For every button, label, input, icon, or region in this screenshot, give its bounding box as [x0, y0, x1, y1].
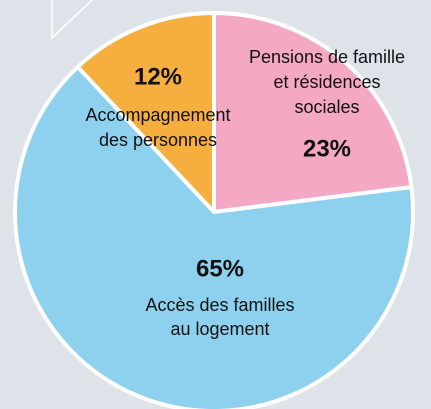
slice-label: Accompagnement [85, 105, 230, 125]
slice-label: sociales [294, 97, 359, 117]
pie-slice [13, 64, 415, 409]
pie-slice [75, 11, 216, 214]
pie-slice [212, 11, 414, 214]
slice-label: au logement [170, 319, 269, 339]
slice-label: des personnes [99, 130, 217, 150]
value-label: 12% [134, 63, 182, 90]
slice-label: Accès des familles [145, 295, 294, 315]
slice-label: et résidences [273, 72, 380, 92]
value-label: 65% [196, 255, 244, 282]
decoration [51, 0, 93, 40]
value-label: 23% [303, 135, 351, 162]
slice-label: Pensions de famille [249, 47, 405, 67]
